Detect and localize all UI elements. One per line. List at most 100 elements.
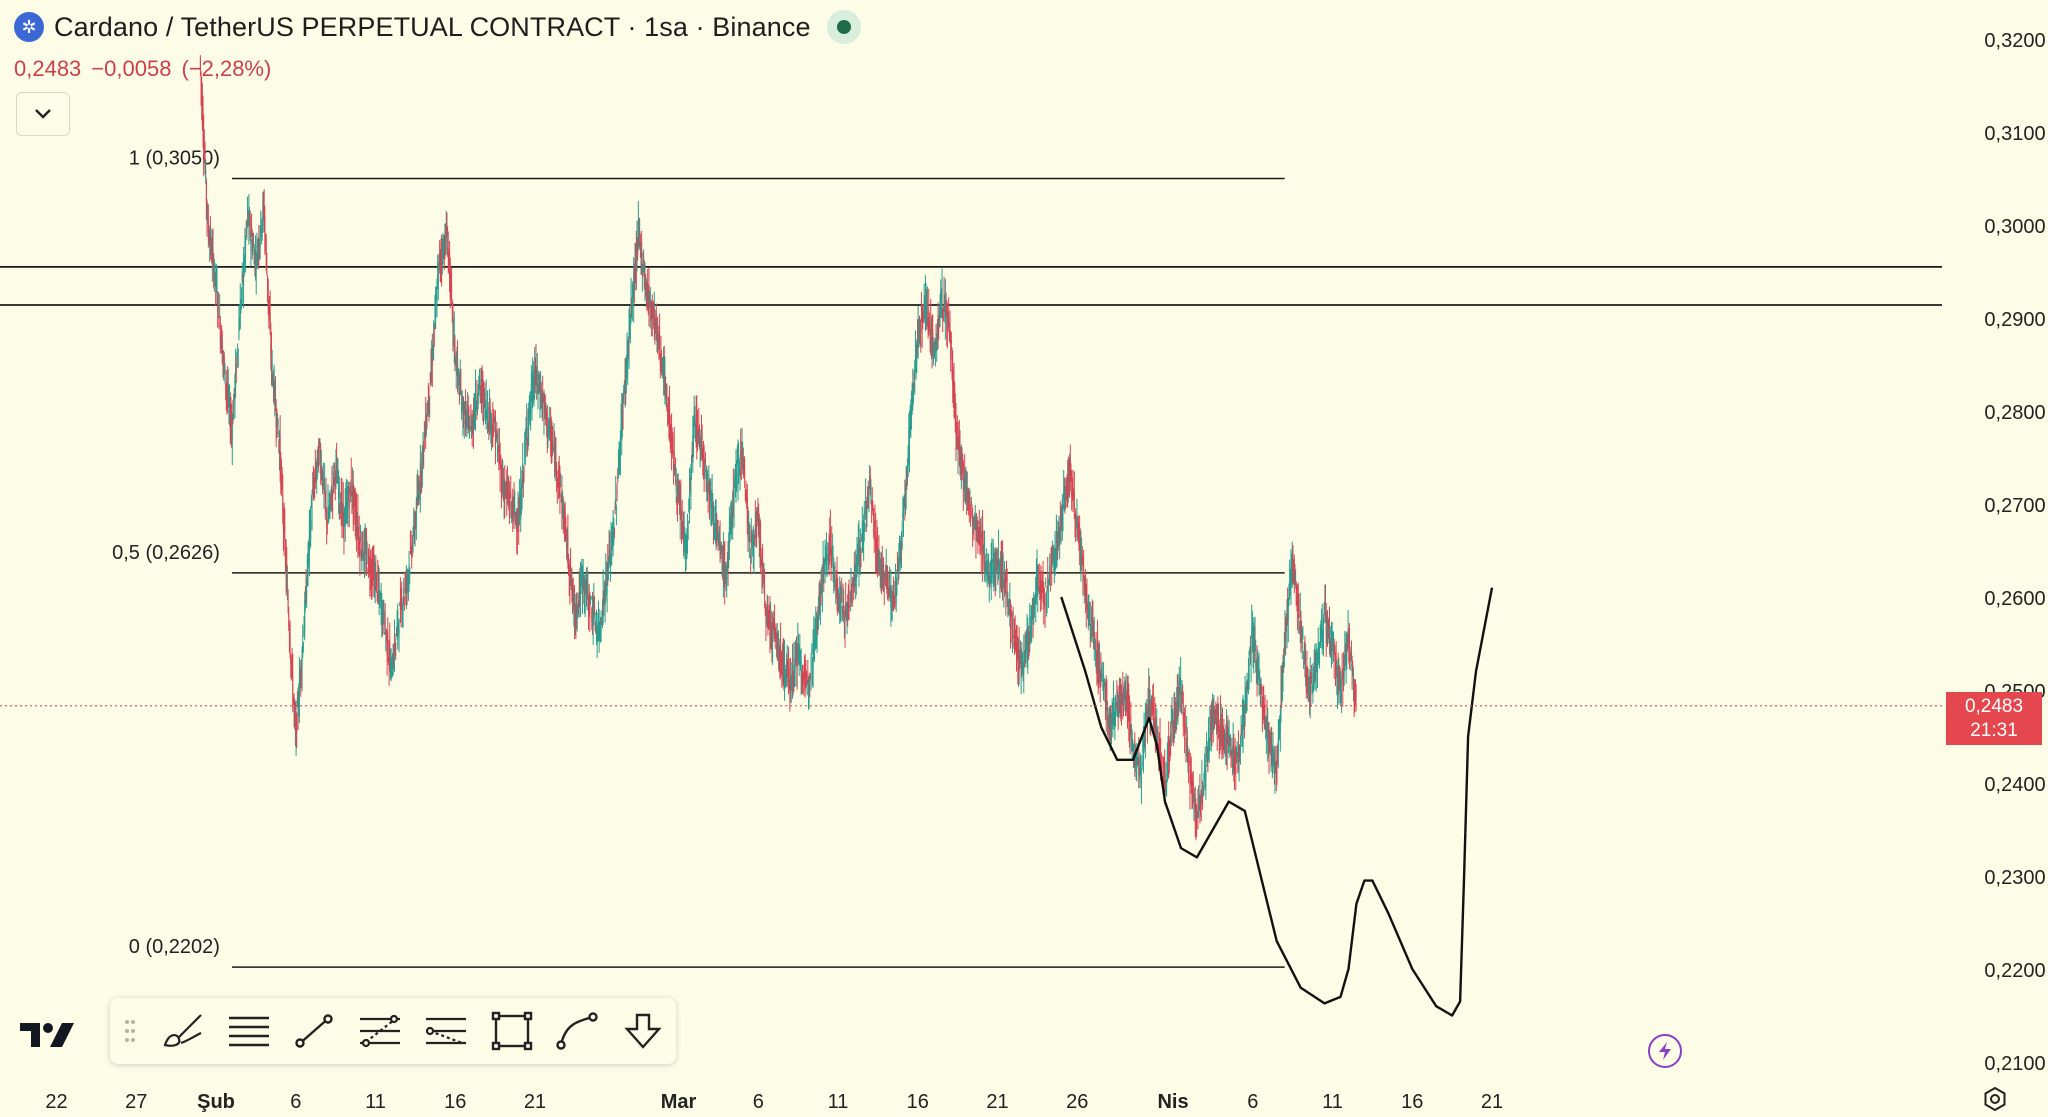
candle-body <box>953 384 955 397</box>
candle-body <box>309 513 311 532</box>
candle-body <box>1159 740 1161 751</box>
candle-body <box>972 512 974 524</box>
symbol-title[interactable]: Cardano / TetherUS PERPETUAL CONTRACT · … <box>54 11 811 42</box>
candle-body <box>1249 653 1251 655</box>
fibonacci-retracement[interactable]: 1 (0,3050)0,5 (0,2626)0 (0,2202) <box>112 148 1285 968</box>
y-tick-label: 0,2900 <box>1984 309 2045 331</box>
candle-body <box>1278 727 1280 732</box>
candle-body <box>364 545 366 548</box>
candle-body <box>1274 761 1276 777</box>
candle-body <box>1283 655 1285 666</box>
candle-body <box>1251 622 1253 639</box>
candle-body <box>300 663 302 674</box>
candle-body <box>826 562 828 568</box>
candle-body <box>1097 639 1099 670</box>
candle-body <box>1257 666 1259 677</box>
candle-body <box>1192 781 1194 803</box>
candle-body <box>859 547 861 556</box>
candle-body <box>480 388 482 390</box>
candle-body <box>1141 761 1143 767</box>
candle-body <box>294 707 296 715</box>
candle-body <box>1073 496 1075 498</box>
y-tick-label: 0,2300 <box>1984 867 2045 889</box>
candle-body <box>1305 670 1307 683</box>
settings-gear-icon[interactable] <box>1982 1086 2008 1117</box>
time-axis[interactable]: 22 27 Şub 6 11 16 21 Mar 6 11 16 21 26 Nis 6 11 16 21 <box>45 1091 1503 1113</box>
candle-body <box>437 272 439 286</box>
trend-line-tool-button[interactable] <box>281 1001 347 1061</box>
candle-body <box>241 271 243 282</box>
collapse-legend-button[interactable] <box>16 92 70 136</box>
candle-body <box>589 596 591 606</box>
chevron-down-icon <box>35 109 51 119</box>
candle-body <box>273 379 275 400</box>
candle-body <box>978 521 980 525</box>
candle-body <box>1017 649 1019 664</box>
candle-body <box>509 503 511 510</box>
candle-body <box>552 442 554 447</box>
projection-path[interactable] <box>1060 587 1494 1017</box>
candle-body <box>276 413 278 427</box>
candle-body <box>677 478 679 504</box>
candle-body <box>532 374 534 404</box>
candle-body <box>334 475 336 481</box>
pitchfork-tool-button[interactable] <box>413 1001 479 1061</box>
candle-body <box>1334 672 1336 681</box>
candle-body <box>1067 475 1069 486</box>
fib-level-label: 0,5 (0,2626) <box>112 542 220 564</box>
candle-body <box>986 567 988 574</box>
candle-body <box>995 551 997 578</box>
candle-body <box>406 572 408 583</box>
price-axis[interactable]: 0,32000,31000,30000,29000,28000,27000,26… <box>1984 30 2045 1075</box>
candle-body <box>627 348 629 363</box>
candle-body <box>1032 601 1034 615</box>
candle-body <box>659 354 661 365</box>
brush-tool-button[interactable] <box>150 1001 216 1061</box>
lightning-icon[interactable] <box>1648 1034 1682 1068</box>
candle-body <box>405 584 407 587</box>
candle-body <box>630 297 632 317</box>
candle-body <box>533 381 535 384</box>
candle-body <box>829 537 831 553</box>
candle-body <box>952 366 954 386</box>
tradingview-logo[interactable] <box>18 1020 76 1055</box>
projection-drawing[interactable] <box>1060 587 1494 1017</box>
candle-body <box>1109 726 1111 735</box>
rectangle-tool-button[interactable] <box>479 1001 545 1061</box>
drag-handle-icon[interactable] <box>110 1018 150 1044</box>
candle-body <box>534 378 536 382</box>
fib-retracement-tool-button[interactable] <box>347 1001 413 1061</box>
candle-body <box>435 293 437 302</box>
candle-body <box>823 564 825 575</box>
candle-body <box>578 600 580 605</box>
candle-body <box>440 255 442 260</box>
candle-body <box>1241 715 1243 726</box>
candle-body <box>1112 710 1114 725</box>
last-price: 0,2483 <box>14 56 82 81</box>
candle-body <box>203 151 205 157</box>
candle-body <box>1218 717 1220 722</box>
candle-body <box>572 590 574 600</box>
candle-body <box>1289 581 1291 596</box>
candle-body <box>564 511 566 538</box>
candle-body <box>502 476 504 484</box>
candle-body <box>1316 665 1318 668</box>
candle-body <box>1247 685 1249 688</box>
candle-body <box>1346 649 1348 660</box>
x-tick-label: 21 <box>986 1091 1008 1113</box>
candle-body <box>948 317 950 322</box>
more-tools-button[interactable] <box>610 1001 676 1061</box>
candle-body <box>747 517 749 539</box>
path-tool-button[interactable] <box>544 1001 610 1061</box>
horizontal-lines[interactable] <box>0 265 1942 306</box>
candle-body <box>818 587 820 607</box>
candle-body <box>427 401 429 407</box>
candle-body <box>1309 696 1311 699</box>
candle-body <box>1279 715 1281 733</box>
candle-body <box>788 668 790 686</box>
market-status-icon[interactable] <box>826 10 861 44</box>
horizontal-lines-tool-button[interactable] <box>216 1001 282 1061</box>
candle-body <box>698 425 700 431</box>
candle-body <box>296 714 298 734</box>
